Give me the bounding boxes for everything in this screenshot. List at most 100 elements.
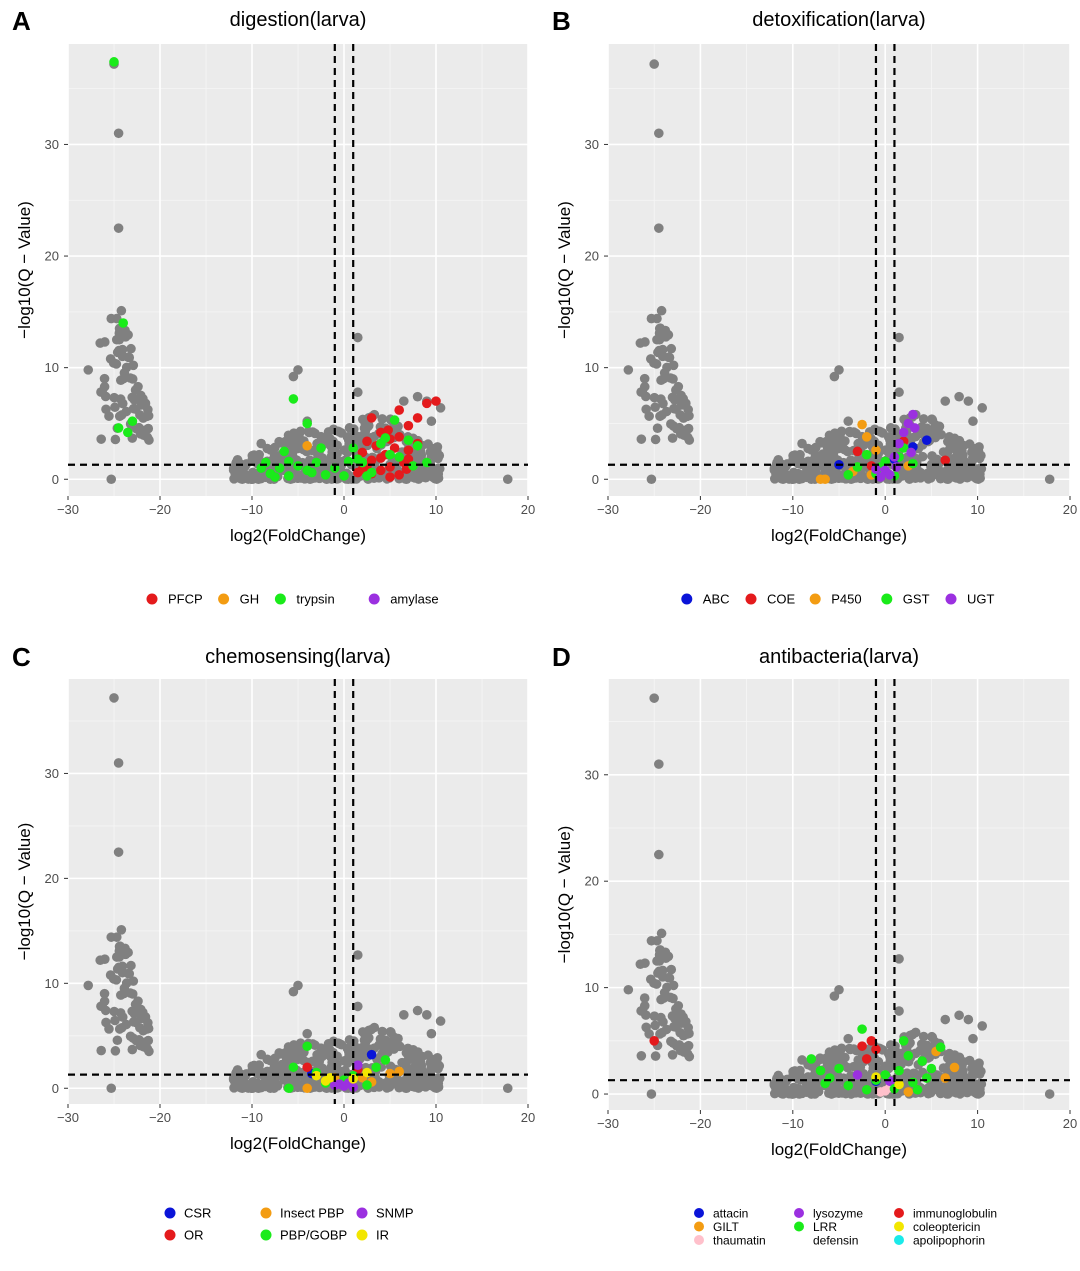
point-trypsin [422,457,432,468]
y-tick-label: 0 [592,1087,599,1102]
background-gene-point [666,964,677,975]
point-coleoptericin [894,1079,904,1090]
background-gene-point [954,1010,964,1021]
legend-label: coleoptericin [913,1220,980,1234]
legend-label: CSR [184,1206,211,1221]
points-layer [623,59,1055,485]
background-gene-point [815,436,825,447]
background-gene-point [99,381,110,392]
y-tick-label: 30 [585,137,599,152]
background-gene-point [788,1089,798,1099]
background-gene-point [844,1043,855,1054]
legend-label: LRR [813,1220,837,1234]
background-gene-point [655,1029,665,1039]
background-gene-point [285,441,296,451]
background-gene-point [138,1025,148,1036]
x-tick-label: −30 [57,502,79,517]
background-gene-point [943,436,953,447]
background-gene-point [661,406,672,417]
point-pfcp [383,425,393,435]
background-gene-point [113,128,124,139]
point-gilt [903,1087,914,1097]
background-gene-point [654,223,664,233]
background-gene-point [353,387,363,398]
legend-label: lysozyme [813,1207,863,1221]
background-gene-point [836,426,847,437]
background-gene-point [894,387,904,398]
background-gene-point [295,426,306,437]
legend-key [260,1229,272,1241]
y-tick-label: 20 [585,249,599,264]
point-ir [311,1070,322,1081]
legend-key [945,593,957,605]
background-gene-point [283,1042,294,1052]
background-gene-point [949,1080,960,1091]
legend-key [164,1207,176,1219]
point-immunoglobulin [861,1054,872,1064]
point-pfcp [366,455,377,466]
point-trypsin [348,443,359,453]
y-tick-label: 20 [45,871,59,886]
background-gene-point [381,1048,392,1058]
background-gene-point [277,1064,287,1075]
background-gene-point [644,411,654,421]
background-gene-point [285,1052,296,1062]
background-gene-point [139,425,150,436]
point-trypsin [261,457,271,468]
background-gene-point [323,1038,334,1049]
background-gene-point [344,1035,355,1045]
background-gene-point [927,451,937,461]
background-gene-point [114,962,124,973]
background-gene-point [964,439,975,449]
background-gene-point [954,391,964,402]
background-gene-point [623,984,634,995]
point-coe [852,446,863,457]
point-ugt [894,438,904,449]
point-trypsin [394,452,405,462]
background-gene-point [343,1046,354,1057]
background-gene-point [432,464,442,475]
point-trypsin [403,435,414,445]
point-trypsin [385,449,395,460]
background-gene-point [431,1083,442,1093]
x-tick-label: −10 [241,502,263,517]
point-gilt [949,1062,960,1073]
background-gene-point [255,471,265,482]
background-gene-point [940,1014,951,1025]
background-gene-point [1044,1089,1055,1099]
y-tick-label: 0 [52,1081,59,1096]
background-gene-point [683,1022,694,1033]
x-axis-label: log2(FoldChange) [230,1134,366,1153]
background-gene-point [139,1037,150,1048]
background-gene-point [907,1029,918,1040]
x-tick-label: −30 [597,502,619,517]
background-gene-point [83,365,94,375]
background-gene-point [138,413,148,423]
x-tick-label: 10 [429,502,443,517]
point-ir [320,1076,331,1086]
background-gene-point [646,474,657,485]
background-gene-point [229,1083,239,1093]
background-gene-point [110,1046,121,1056]
y-tick-label: 30 [45,137,59,152]
background-gene-point [381,1078,391,1088]
background-gene-point [427,449,437,459]
legend-key [809,593,821,605]
background-gene-point [326,1052,336,1062]
point-ugt [909,423,920,433]
background-gene-point [104,411,114,421]
background-gene-point [114,411,125,422]
point-trypsin [362,471,372,481]
background-gene-point [646,1089,657,1099]
legend: CSR OR Insect PBP PBP/GOBP SNMP IR [164,1206,414,1243]
background-gene-point [836,434,847,445]
background-gene-point [269,1061,280,1072]
y-tick-label: 10 [45,976,59,991]
point-pfcp [403,454,414,464]
legend-key [894,1221,904,1232]
y-axis-label: −log10(Q − Value) [555,201,574,339]
background-gene-point [99,988,110,999]
background-gene-point [829,371,840,382]
background-gene-point [360,1038,371,1048]
point-insect-pbp [302,1083,313,1094]
